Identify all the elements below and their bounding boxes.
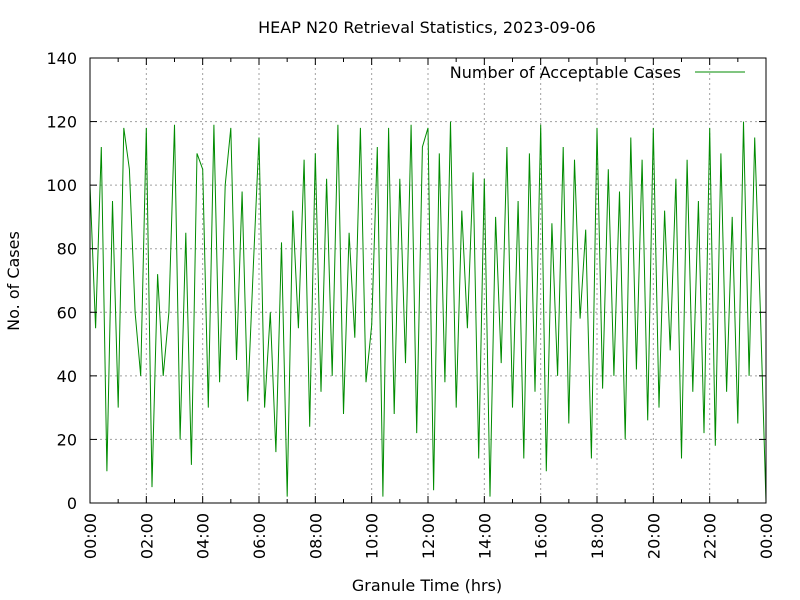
y-tick-label: 40	[57, 367, 77, 386]
chart-title: HEAP N20 Retrieval Statistics, 2023-09-0…	[258, 18, 596, 37]
y-axis-label: No. of Cases	[4, 231, 23, 331]
x-tick-label: 04:00	[194, 513, 213, 559]
x-tick-label: 00:00	[81, 513, 100, 559]
y-tick-label: 20	[57, 430, 77, 449]
y-tick-label: 120	[46, 113, 77, 132]
x-tick-label: 08:00	[306, 513, 325, 559]
x-tick-label: 00:00	[757, 513, 776, 559]
axis-layer: 0 20 40 60 80 100 120 140 00:00 02:00 04:00 06:00 08…	[46, 49, 776, 559]
x-tick-label: 18:00	[588, 513, 607, 559]
legend-label: Number of Acceptable Cases	[450, 63, 681, 82]
y-tick-label: 140	[46, 49, 77, 68]
x-tick-label: 14:00	[475, 513, 494, 559]
y-tick-label: 80	[57, 240, 77, 259]
series-layer	[89, 121, 767, 504]
x-tick-label: 02:00	[137, 513, 156, 559]
x-tick-label: 12:00	[419, 513, 438, 559]
x-tick-label: 16:00	[532, 513, 551, 559]
x-tick-label: 20:00	[644, 513, 663, 559]
y-tick-label: 0	[67, 494, 77, 513]
y-tick-label: 60	[57, 303, 77, 322]
x-axis-label: Granule Time (hrs)	[352, 576, 502, 595]
x-tick-label: 06:00	[250, 513, 269, 559]
legend: Number of Acceptable Cases	[450, 63, 745, 82]
series-line	[89, 121, 767, 504]
y-tick-label: 100	[46, 176, 77, 195]
grid-layer	[90, 58, 766, 503]
x-tick-label: 22:00	[701, 513, 720, 559]
x-tick-label: 10:00	[363, 513, 382, 559]
